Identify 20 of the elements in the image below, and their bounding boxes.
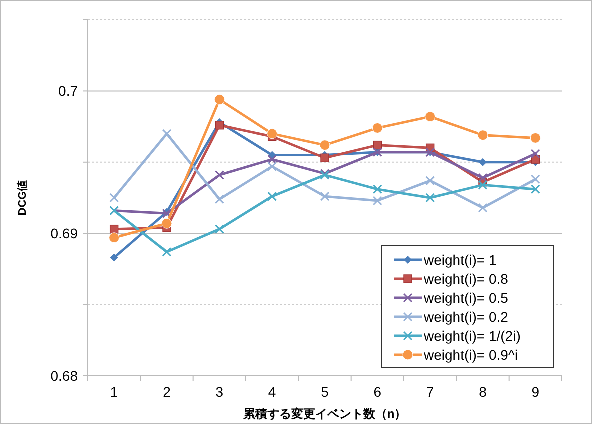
y-axis-title: DCG値 bbox=[16, 180, 29, 216]
x-tick-label: 1 bbox=[110, 384, 118, 400]
x-tick-label: 3 bbox=[216, 384, 224, 400]
y-tick-label: 0.69 bbox=[50, 226, 78, 242]
legend-label: weight(i)= 0.8 bbox=[423, 270, 509, 287]
x-tick-label: 2 bbox=[163, 384, 172, 400]
x-tick-label: 4 bbox=[268, 384, 276, 400]
legend-label: weight(i)= 1/(2i) bbox=[423, 328, 521, 344]
y-tick-label: 0.68 bbox=[50, 368, 78, 384]
legend-label: weight(i)= 0.2 bbox=[423, 308, 509, 325]
y-tick-label: 0.7 bbox=[58, 83, 78, 100]
legend-label: weight(i)= 1 bbox=[423, 252, 497, 268]
x-tick-label: 6 bbox=[374, 384, 382, 400]
legend-label: weight(i)= 0.9^i bbox=[423, 346, 518, 363]
x-tick-label: 9 bbox=[532, 384, 540, 400]
x-tick-label: 8 bbox=[479, 384, 488, 400]
x-axis-title: 累積する変更イベント数（n） bbox=[242, 407, 407, 421]
x-tick-label: 7 bbox=[426, 384, 434, 400]
legend-label: weight(i)= 0.5 bbox=[423, 290, 509, 306]
x-tick-label: 5 bbox=[321, 384, 330, 400]
